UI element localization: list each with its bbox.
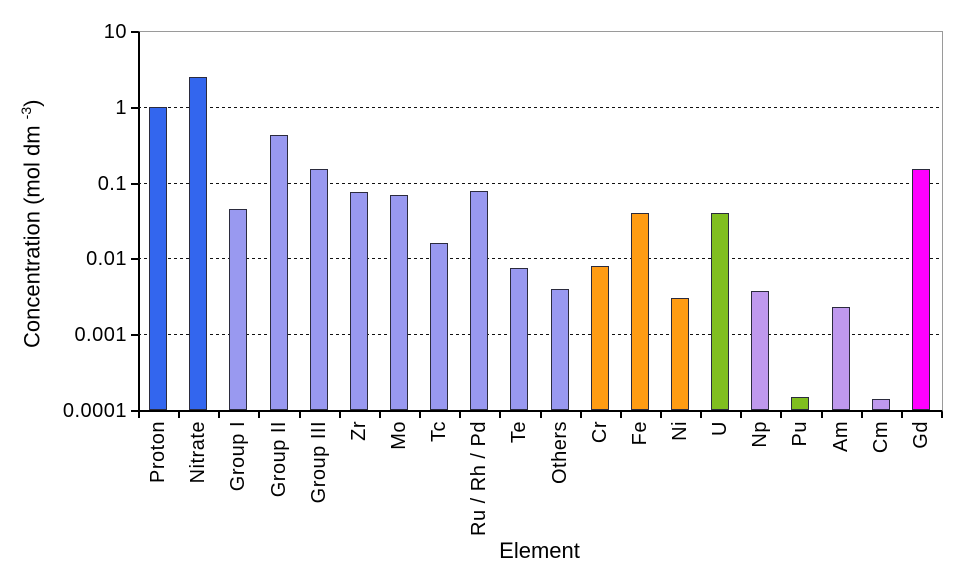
bar-ru-rh-pd	[470, 191, 488, 410]
y-tick-label-0.01: 0.01	[86, 248, 127, 270]
x-category-label-group-ii: Group II	[268, 421, 290, 498]
bar-te	[510, 268, 528, 410]
bar-group-iii	[310, 169, 328, 410]
x-category-label-ru-rh-pd: Ru / Rh / Pd	[468, 421, 490, 536]
y-tick-mark-0.001	[131, 334, 138, 336]
x-category-label-group-iii: Group III	[308, 421, 330, 504]
x-tick-mark	[138, 412, 140, 418]
x-category-label-am: Am	[830, 421, 852, 452]
bar-gd	[912, 169, 930, 410]
x-tick-mark	[178, 412, 180, 418]
x-category-label-tc: Tc	[428, 421, 450, 442]
x-tick-mark	[339, 412, 341, 418]
x-category-label-np: Np	[749, 421, 771, 448]
x-tick-mark	[740, 412, 742, 418]
gridline-1	[138, 107, 941, 108]
x-tick-mark	[419, 412, 421, 418]
y-tick-mark-0.0001	[131, 410, 138, 412]
x-category-label-zr: Zr	[348, 421, 370, 441]
bar-proton	[149, 107, 167, 410]
x-category-label-te: Te	[508, 421, 530, 444]
gridline-0.001	[138, 334, 941, 335]
x-category-label-mo: Mo	[388, 421, 410, 450]
y-axis-title: Concentration (mol dm -3)	[14, 100, 44, 348]
bar-zr	[350, 192, 368, 410]
bar-pu	[791, 397, 809, 410]
x-category-label-proton: Proton	[147, 421, 169, 483]
y-tick-label-1: 1	[115, 97, 127, 119]
bar-ni	[671, 298, 689, 410]
x-category-label-group-i: Group I	[227, 421, 249, 492]
bar-others	[551, 289, 569, 410]
x-tick-mark	[901, 412, 903, 418]
y-axis-title-close: )	[19, 99, 45, 107]
bar-tc	[430, 243, 448, 410]
x-tick-mark	[379, 412, 381, 418]
plot-area	[138, 31, 943, 412]
x-tick-mark	[941, 412, 943, 418]
bar-np	[751, 291, 769, 410]
x-category-label-cr: Cr	[589, 421, 611, 444]
bar-nitrate	[189, 77, 207, 410]
y-tick-mark-10	[131, 31, 138, 33]
y-tick-mark-0.01	[131, 258, 138, 260]
y-axis-title-superscript: -3	[18, 106, 34, 120]
bar-group-ii	[270, 135, 288, 410]
x-tick-mark	[540, 412, 542, 418]
x-tick-mark	[700, 412, 702, 418]
x-category-label-u: U	[709, 421, 731, 436]
x-category-label-nitrate: Nitrate	[187, 421, 209, 484]
x-tick-mark	[780, 412, 782, 418]
y-tick-label-0.001: 0.001	[74, 324, 127, 346]
x-category-label-fe: Fe	[629, 421, 651, 446]
y-tick-mark-1	[131, 107, 138, 109]
gridline-0.1	[138, 183, 941, 184]
x-category-label-gd: Gd	[910, 421, 932, 449]
y-tick-mark-0.1	[131, 183, 138, 185]
x-tick-mark	[299, 412, 301, 418]
x-category-label-others: Others	[549, 421, 571, 485]
x-tick-mark	[258, 412, 260, 418]
x-tick-mark	[861, 412, 863, 418]
x-tick-mark	[821, 412, 823, 418]
bar-group-i	[229, 209, 247, 410]
x-category-label-pu: Pu	[789, 421, 811, 447]
bar-fe	[631, 213, 649, 410]
x-category-label-cm: Cm	[870, 421, 892, 454]
x-tick-mark	[459, 412, 461, 418]
bar-mo	[390, 195, 408, 410]
bar-cr	[591, 266, 609, 410]
y-axis-title-text: Concentration (mol dm	[19, 119, 45, 348]
x-tick-mark	[580, 412, 582, 418]
bar-cm	[872, 399, 890, 410]
bar-am	[832, 307, 850, 410]
x-tick-mark	[660, 412, 662, 418]
y-tick-label-0.0001: 0.0001	[62, 400, 127, 422]
x-tick-mark	[218, 412, 220, 418]
bar-u	[711, 213, 729, 410]
x-category-label-ni: Ni	[669, 421, 691, 441]
x-axis-title: Element	[499, 538, 580, 563]
y-tick-label-0.1: 0.1	[97, 173, 127, 195]
gridline-0.01	[138, 258, 941, 259]
y-tick-label-10: 10	[103, 21, 127, 43]
x-tick-mark	[499, 412, 501, 418]
x-tick-mark	[620, 412, 622, 418]
